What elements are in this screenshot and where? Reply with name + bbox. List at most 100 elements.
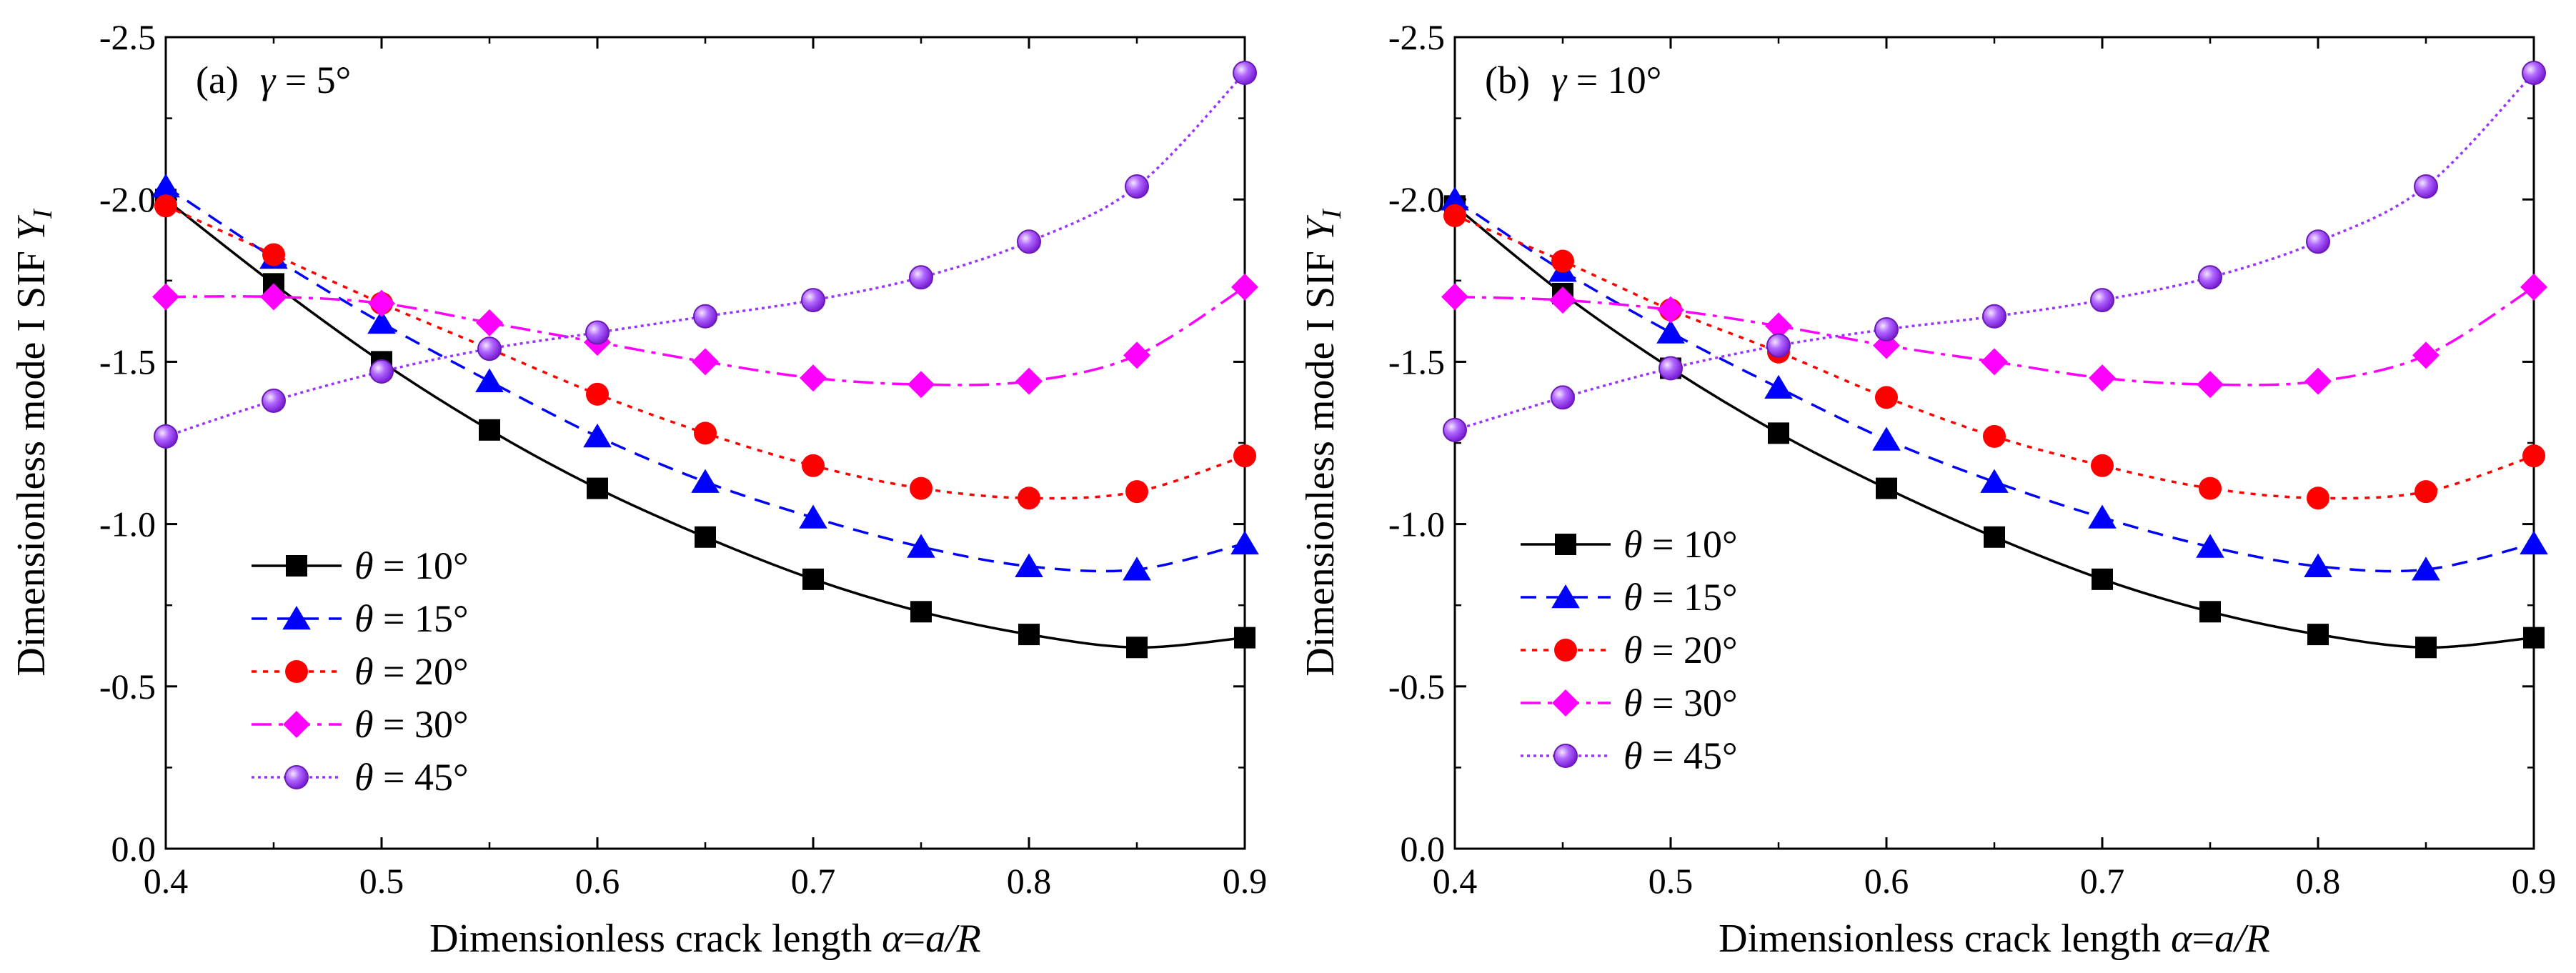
- y-tick-label: -2.5: [1388, 17, 1445, 57]
- data-point-t30-0: [1441, 283, 1468, 311]
- data-point-t15-5: [1980, 469, 2009, 493]
- data-point-t15-3: [1764, 374, 1793, 399]
- series-t45: [154, 60, 1257, 449]
- legend: θ = 10°θ = 15°θ = 20°θ = 30°θ = 45°: [1521, 523, 1738, 777]
- legend-marker: [1551, 584, 1580, 609]
- x-tick-label: 0.7: [791, 861, 836, 901]
- y-tick-label: -0.5: [1388, 667, 1445, 707]
- legend-label: θ = 15°: [1623, 576, 1738, 619]
- text-span: = 10°: [374, 544, 469, 587]
- series-line: [1454, 198, 2535, 573]
- x-tick-label: 0.5: [1648, 861, 1694, 901]
- text-span: = 30°: [1643, 682, 1738, 724]
- data-point-t20-7: [2199, 476, 2222, 500]
- data-point-t45-2: [369, 359, 394, 384]
- data-point-t20-4: [1875, 386, 1898, 409]
- data-point-t30-7: [2197, 371, 2224, 399]
- x-axis-title: Dimensionless crack length α=a/R: [429, 917, 981, 961]
- data-point-t20-0: [154, 194, 177, 218]
- data-point-t20-8: [2307, 486, 2329, 510]
- data-point-t45-4: [1874, 316, 1899, 341]
- data-point-t45-1: [262, 388, 286, 413]
- data-point-t20-4: [586, 382, 609, 406]
- text-span: Dimensionless mode I SIF: [1298, 241, 1343, 677]
- text-span: a/R: [2214, 917, 2270, 961]
- data-point-t20-9: [1125, 480, 1148, 504]
- legend-label: θ = 20°: [1623, 629, 1738, 672]
- data-point-t20-8: [1018, 486, 1040, 510]
- data-point-t15-0: [1441, 186, 1469, 211]
- text-span: I: [28, 208, 58, 219]
- series-t30: [152, 273, 1258, 399]
- text-span: α: [2171, 917, 2193, 961]
- y-tick-label: -2.0: [1388, 179, 1445, 219]
- data-point-t30-3: [1765, 312, 1792, 340]
- legend-label: θ = 30°: [354, 703, 469, 746]
- data-point-t30-9: [2412, 341, 2440, 369]
- text-span: = 10°: [1643, 523, 1738, 566]
- data-point-t20-10: [2522, 444, 2545, 468]
- text-span: = 20°: [374, 650, 469, 693]
- text-span: θ: [354, 703, 374, 746]
- legend-label: θ = 45°: [354, 756, 469, 799]
- data-point-t15-7: [907, 534, 935, 558]
- legend-label: θ = 45°: [1623, 734, 1738, 777]
- text-span: θ: [354, 756, 374, 799]
- data-point-t30-6: [800, 364, 827, 392]
- text-span: (a): [196, 59, 239, 101]
- text-span: = 15°: [374, 597, 469, 640]
- data-point-t45-10: [1233, 60, 1257, 85]
- text-span: θ: [354, 597, 374, 640]
- y-tick-label: -1.5: [99, 341, 156, 381]
- data-point-t30-10: [1231, 273, 1258, 301]
- x-tick-label: 0.7: [2080, 861, 2125, 901]
- x-tick-label: 0.4: [144, 861, 189, 901]
- data-point-t45-6: [801, 288, 825, 313]
- legend-label: θ = 15°: [354, 597, 469, 640]
- text-span: = 45°: [374, 756, 469, 799]
- panel-label: (b) γ = 10°: [1485, 59, 1661, 101]
- text-span: Y: [9, 214, 54, 241]
- data-point-t15-9: [2412, 557, 2440, 581]
- data-point-t10-4: [587, 477, 608, 499]
- legend: θ = 10°θ = 15°θ = 20°θ = 30°θ = 45°: [252, 544, 469, 799]
- text-span: =: [903, 917, 926, 961]
- data-point-t15-4: [583, 423, 612, 448]
- data-point-t30-8: [2304, 367, 2332, 395]
- data-point-t10-3: [1768, 422, 1789, 444]
- data-point-t15-4: [1872, 426, 1901, 451]
- legend-marker: [1553, 744, 1578, 768]
- data-point-t15-2: [1656, 319, 1685, 344]
- data-point-t15-10: [2520, 530, 2548, 555]
- data-point-t10-7: [910, 601, 932, 623]
- data-point-t10-8: [1018, 624, 1040, 646]
- text-span: α: [882, 917, 904, 961]
- data-point-t10-6: [2092, 568, 2113, 590]
- data-point-t30-8: [1015, 367, 1043, 395]
- data-point-t30-2: [368, 289, 395, 317]
- data-point-t15-5: [691, 469, 720, 493]
- text-span: I: [1317, 208, 1347, 219]
- y-tick-label: -2.5: [99, 17, 156, 57]
- text-span: θ: [354, 544, 374, 587]
- y-tick-label: 0.0: [111, 829, 156, 869]
- data-point-t45-7: [2198, 265, 2222, 290]
- x-tick-label: 0.9: [1223, 861, 1268, 901]
- data-point-t15-6: [2088, 504, 2117, 529]
- data-point-t20-1: [262, 243, 285, 266]
- text-span: =: [2192, 917, 2215, 961]
- series-line: [165, 185, 1245, 573]
- series-t30: [1441, 273, 2547, 399]
- data-point-t45-2: [1659, 356, 1683, 381]
- x-tick-label: 0.4: [1433, 861, 1478, 901]
- y-tick-label: -2.0: [99, 179, 156, 219]
- data-point-t10-9: [2415, 637, 2437, 659]
- legend-marker: [283, 711, 310, 738]
- data-point-t20-9: [2415, 480, 2437, 504]
- data-point-t45-1: [1551, 385, 1575, 410]
- legend-marker: [1552, 689, 1579, 717]
- y-axis-title: Dimensionless mode I SIF YI: [1298, 208, 1347, 677]
- data-point-t20-1: [1551, 249, 1574, 273]
- data-point-t15-8: [1015, 553, 1043, 577]
- data-point-t10-8: [2307, 624, 2329, 646]
